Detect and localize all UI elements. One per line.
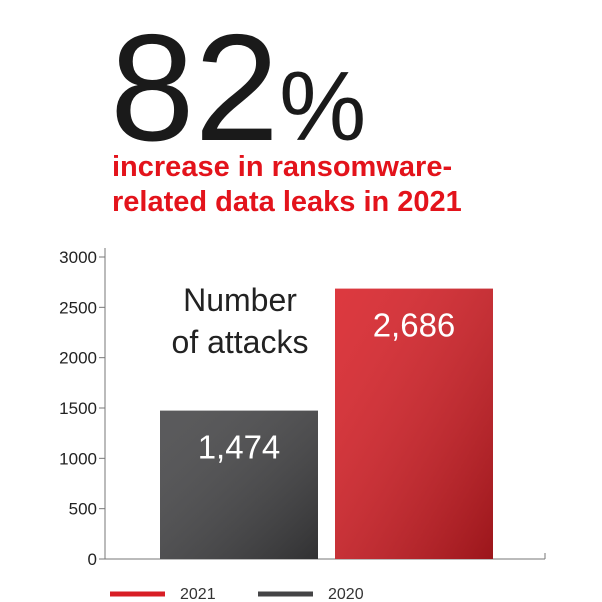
legend-label: 2020 [328, 586, 364, 602]
subtitle: increase in ransomware- [112, 151, 452, 183]
annotation: Number [183, 282, 297, 318]
headline: 82% [110, 3, 366, 173]
value-label: 2,686 [373, 307, 456, 344]
y-tick-label: 1000 [59, 449, 97, 468]
bar-shade [335, 288, 493, 559]
subtitle: related data leaks in 2021 [112, 186, 462, 218]
annotation: of attacks [172, 324, 309, 360]
bar-shade [160, 410, 318, 559]
y-tick-label: 1500 [59, 399, 97, 418]
legend-label: 2021 [180, 586, 216, 602]
y-tick-label: 0 [88, 550, 97, 569]
y-tick-label: 500 [69, 500, 97, 519]
value-label: 1,474 [198, 429, 281, 466]
y-tick-label: 3000 [59, 248, 97, 267]
y-tick-label: 2500 [59, 298, 97, 317]
y-tick-label: 2000 [59, 349, 97, 368]
